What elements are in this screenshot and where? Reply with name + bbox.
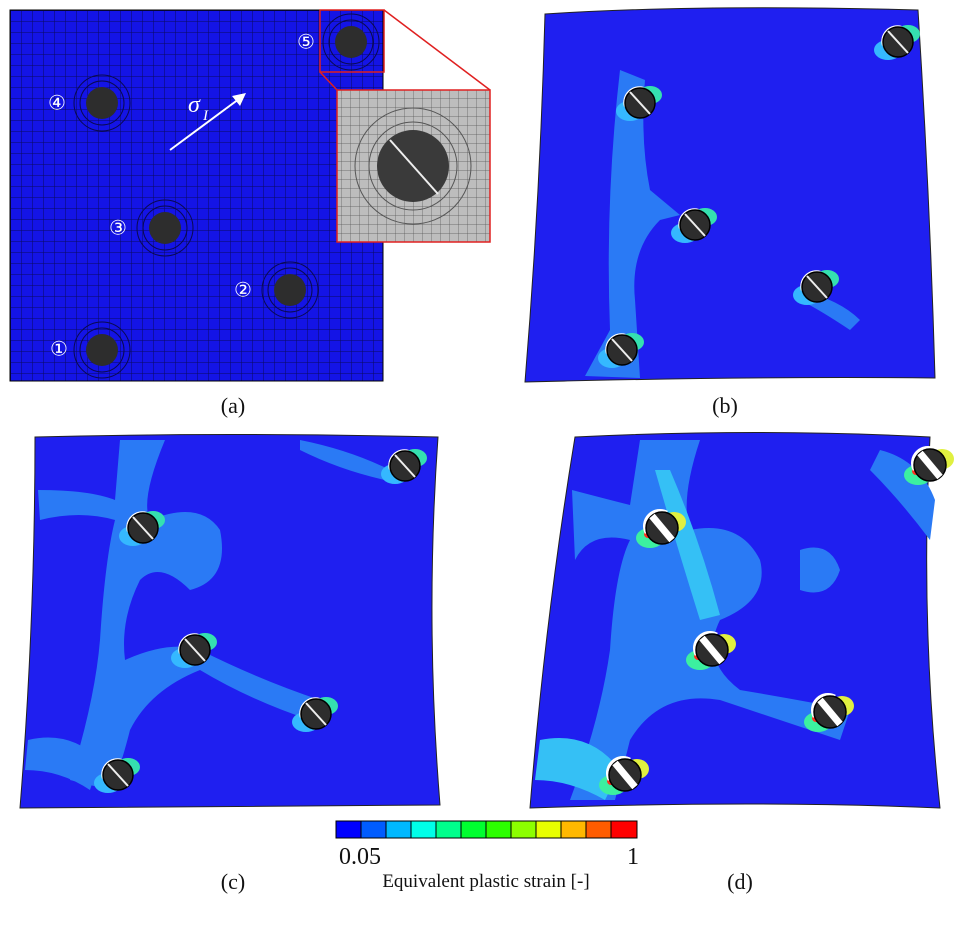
particle-label: ④ <box>48 91 66 115</box>
shape <box>386 821 411 838</box>
stress-subscript: I <box>202 108 209 124</box>
colorbar-title: Equivalent plastic strain [-] <box>382 871 589 892</box>
panel-d <box>530 433 954 809</box>
particle-label: ① <box>50 337 68 361</box>
shape <box>561 821 586 838</box>
shape <box>525 8 935 382</box>
shape <box>336 821 361 838</box>
panel-label: (b) <box>712 393 738 418</box>
shape <box>461 821 486 838</box>
particle-label: ② <box>234 278 252 302</box>
panel-a: σ I ① ② ③ ④ ⑤ <box>10 10 490 381</box>
particle-label: ③ <box>109 216 127 240</box>
particle-label: ⑤ <box>297 30 315 54</box>
shape <box>511 821 536 838</box>
shape <box>436 821 461 838</box>
shape <box>361 821 386 838</box>
shape <box>384 10 490 90</box>
panel-label: (d) <box>727 869 753 894</box>
shape <box>611 821 637 838</box>
shape <box>10 10 383 381</box>
panel-label: (c) <box>221 869 245 894</box>
figure: σ I ① ② ③ ④ ⑤ (a) (b) (c) (d) <box>0 0 958 931</box>
stress-symbol: σ <box>188 92 201 118</box>
panel-label: (a) <box>221 393 245 418</box>
shape <box>536 821 561 838</box>
colorbar-max: 1 <box>627 844 639 870</box>
shape <box>586 821 611 838</box>
shape <box>411 821 436 838</box>
panel-b <box>525 8 935 382</box>
colorbar-min: 0.05 <box>339 844 381 870</box>
panel-c <box>20 435 440 809</box>
colorbar <box>336 821 637 838</box>
shape <box>486 821 511 838</box>
